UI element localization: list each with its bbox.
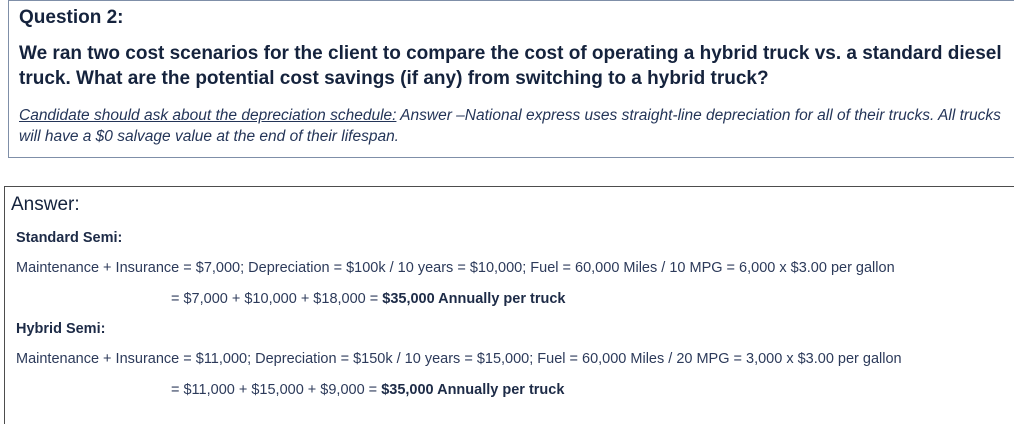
question-box: Question 2: We ran two cost scenarios fo… [8, 0, 1014, 158]
hybrid-semi-calculation: Maintenance + Insurance = $11,000; Depre… [16, 351, 902, 367]
hybrid-semi-total: = $11,000 + $15,000 + $9,000 = $35,000 A… [171, 382, 564, 398]
question-text: We ran two cost scenarios for the client… [19, 43, 1002, 89]
hybrid-semi-total-sum: = $11,000 + $15,000 + $9,000 = [171, 382, 382, 398]
hybrid-semi-total-result: $35,000 Annually per truck [381, 382, 565, 398]
standard-semi-total-result: $35,000 Annually per truck [382, 291, 566, 307]
answer-title: Answer: [11, 194, 80, 216]
standard-semi-total-sum: = $7,000 + $10,000 + $18,000 = [171, 291, 383, 307]
standard-semi-calculation: Maintenance + Insurance = $7,000; Deprec… [16, 260, 895, 276]
answer-title-label: Answer [11, 194, 75, 215]
hybrid-semi-heading: Hybrid Semi: [16, 321, 106, 337]
question-note-underlined: Candidate should ask about the depreciat… [19, 107, 397, 124]
question-note-answer: Answer –National express uses straight-l… [19, 107, 1001, 145]
standard-semi-total: = $7,000 + $10,000 + $18,000 = $35,000 A… [171, 291, 565, 307]
question-note: Candidate should ask about the depreciat… [19, 105, 1014, 147]
answer-box: Answer: Standard Semi: Maintenance + Ins… [4, 186, 1014, 424]
question-title: Question 2: [19, 7, 124, 28]
answer-title-colon: : [74, 194, 80, 215]
standard-semi-heading: Standard Semi: [16, 230, 123, 246]
